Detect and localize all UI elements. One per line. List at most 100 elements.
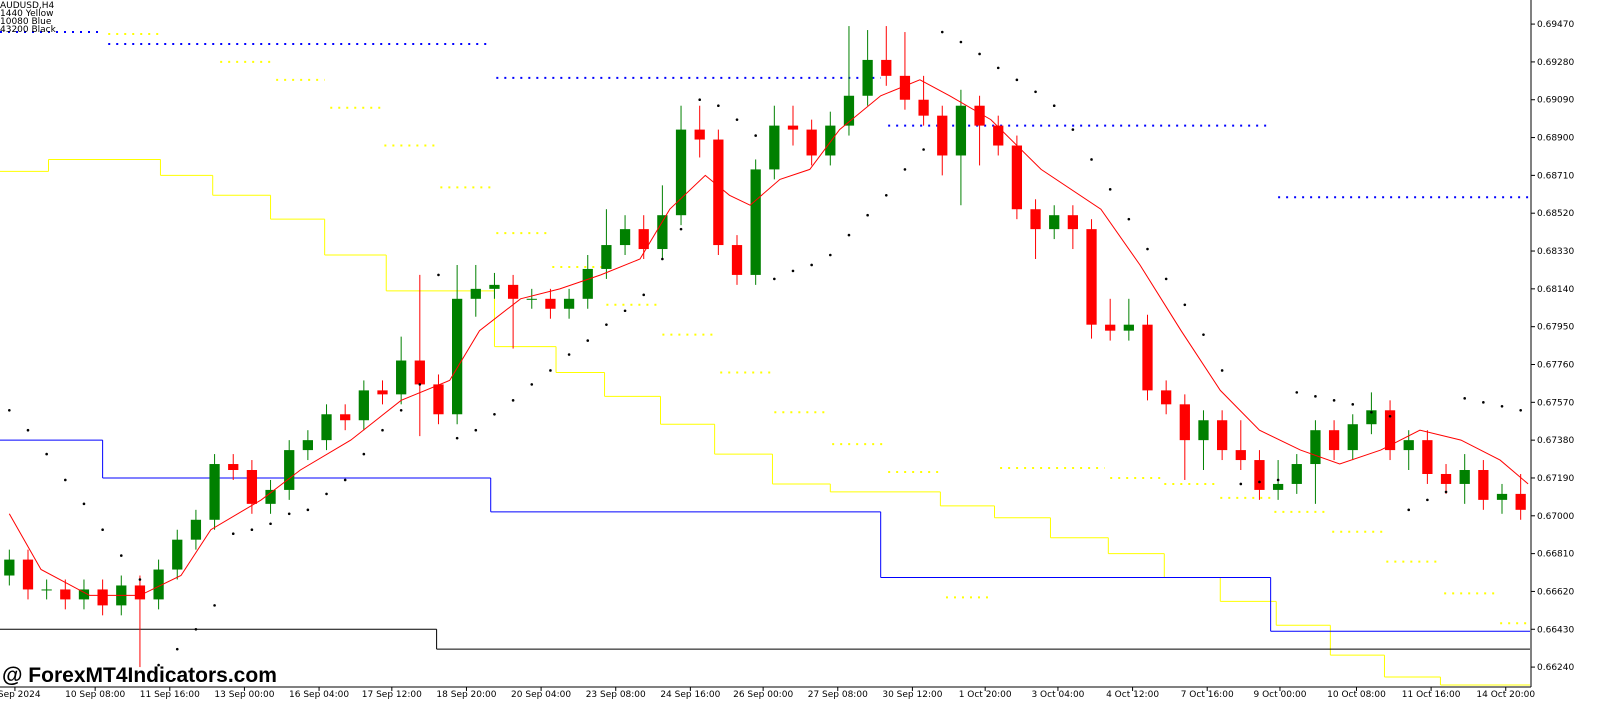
y-tick-label: 0.67380: [1537, 436, 1574, 446]
candle-body: [563, 298, 575, 309]
sar-dot: [250, 528, 254, 532]
y-tick-label: 0.69470: [1537, 20, 1574, 30]
sar-dot: [474, 428, 478, 432]
candle-body: [60, 589, 71, 600]
x-tick-label: 27 Sep 08:00: [808, 690, 868, 700]
sar-dot: [325, 492, 328, 496]
x-tick-label: 11 Oct 16:00: [1402, 690, 1461, 700]
candle-body: [489, 284, 500, 289]
candle-body: [1254, 460, 1265, 490]
sar-dot: [1220, 369, 1224, 372]
candle-body: [1123, 324, 1134, 331]
candle-body: [1272, 483, 1284, 490]
sar-dot: [1519, 408, 1522, 412]
sar-dot: [1127, 217, 1131, 221]
y-tick-label: 0.68140: [1537, 285, 1574, 295]
sar-dot: [1015, 78, 1019, 82]
candle-body: [1291, 464, 1302, 484]
sar-dot: [978, 52, 981, 56]
candle-body: [97, 589, 108, 606]
sar-dot: [1295, 391, 1299, 394]
sar-dot: [810, 263, 813, 267]
sar-dot: [1146, 247, 1149, 251]
sar-dot: [1370, 410, 1373, 414]
sar-dot: [642, 293, 646, 297]
candle-body: [881, 59, 892, 76]
sar-dot: [959, 40, 963, 44]
candle-body: [134, 585, 146, 600]
sar-dot: [1276, 478, 1280, 482]
sar-dot: [903, 168, 907, 171]
sar-dot: [1239, 482, 1243, 486]
sar-dot: [1407, 508, 1411, 512]
sar-dot: [437, 273, 440, 277]
sar-dot: [175, 647, 179, 651]
x-tick-label: 10 Oct 08:00: [1327, 690, 1386, 700]
sar-dot: [791, 269, 795, 273]
y-tick-label: 0.68900: [1537, 134, 1574, 144]
x-tick-label: 20 Sep 04:00: [511, 690, 571, 700]
legend-line: 1440 Yellow: [0, 9, 53, 19]
candle-body: [470, 288, 481, 299]
candle-body: [209, 464, 220, 520]
y-tick-label: 0.69280: [1537, 58, 1574, 68]
x-tick-label: 7 Oct 16:00: [1181, 690, 1234, 700]
sar-dot: [1351, 403, 1355, 406]
sar-dot: [157, 663, 160, 667]
sar-dot: [1090, 158, 1093, 161]
sar-dot: [213, 604, 216, 607]
sar-dot: [1426, 498, 1429, 502]
candle-body: [1310, 430, 1321, 465]
candle-body: [955, 105, 967, 156]
sar-dot: [511, 399, 515, 402]
candle-body: [1049, 215, 1060, 230]
candle-body: [190, 519, 202, 540]
candle-body: [843, 95, 855, 126]
sar-dot: [996, 66, 1000, 70]
candle-body: [1235, 450, 1246, 461]
sar-dot: [1202, 333, 1205, 336]
sar-dot: [717, 104, 720, 108]
sar-dot: [1388, 414, 1392, 418]
sar-dot: [530, 383, 534, 386]
sar-dot: [1071, 128, 1075, 131]
sar-dot: [418, 383, 422, 386]
sar-dot: [45, 452, 48, 456]
candle-body: [862, 59, 873, 96]
sar-dot: [623, 309, 627, 313]
candle-body: [806, 129, 817, 156]
candle-body: [358, 390, 369, 421]
y-tick-label: 0.66240: [1537, 663, 1574, 673]
candle-body: [526, 298, 537, 300]
candle-body: [284, 450, 295, 490]
candle-body: [1161, 390, 1172, 405]
sar-dot: [679, 227, 683, 231]
x-tick-label: 24 Sep 16:00: [660, 690, 720, 700]
sar-dot: [1258, 480, 1261, 484]
candle-body: [340, 414, 351, 421]
y-tick-label: 0.66620: [1537, 587, 1574, 597]
y-tick-label: 0.69090: [1537, 96, 1574, 106]
sar-dot: [306, 508, 310, 512]
sar-dot: [1332, 399, 1336, 402]
sar-dot: [287, 512, 291, 516]
sar-dot: [1052, 104, 1056, 108]
x-tick-label: 17 Sep 12:00: [362, 690, 422, 700]
candle-body: [937, 115, 948, 156]
legend-line: 43200 Black: [0, 25, 57, 35]
candle-body: [22, 559, 34, 590]
candle-body: [1440, 473, 1452, 484]
candle-body: [1179, 404, 1190, 441]
candle-body: [582, 268, 593, 299]
candle-body: [1422, 440, 1433, 474]
candle-body: [601, 245, 612, 269]
sar-dot: [1463, 397, 1466, 400]
sar-dot: [698, 98, 701, 102]
candle-body: [825, 125, 836, 156]
x-tick-label: 1 Oct 20:00: [959, 690, 1012, 700]
candle-body: [396, 360, 407, 395]
candle-body: [1217, 420, 1228, 451]
candle-body: [78, 589, 90, 600]
candle-body: [731, 245, 743, 275]
